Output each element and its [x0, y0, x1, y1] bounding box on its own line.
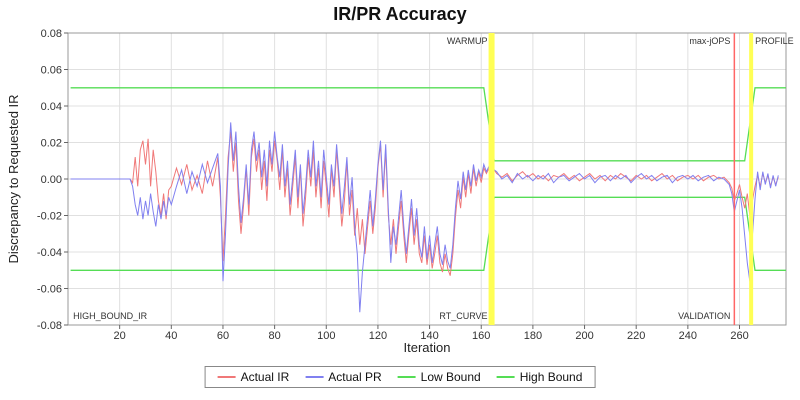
- x-tick-label: 60: [217, 330, 229, 342]
- series-actual-ir: [70, 131, 779, 276]
- y-tick-label: -0.06: [37, 284, 62, 296]
- x-tick-label: 40: [165, 330, 177, 342]
- legend-item-actual-ir: Actual IR: [217, 370, 290, 384]
- legend: Actual IR Actual PR Low Bound High Bound: [204, 366, 596, 388]
- x-tick-label: 140: [420, 330, 438, 342]
- series-high-bound: [70, 87, 786, 162]
- marker-label-warmup-top: WARMUP: [447, 36, 488, 46]
- series-low-bound: [70, 196, 786, 271]
- x-tick-label: 200: [575, 330, 593, 342]
- y-tick-label: 0.06: [41, 65, 62, 77]
- x-tick-label: 180: [524, 330, 542, 342]
- x-tick-label: 100: [317, 330, 335, 342]
- chart-title: IR/PR Accuracy: [333, 4, 467, 24]
- y-tick-label: 0.08: [41, 28, 62, 40]
- x-tick-label: 240: [679, 330, 697, 342]
- legend-swatch-high-bound: [496, 376, 515, 378]
- y-tick-label: -0.08: [37, 320, 62, 332]
- marker-label-validation-top: max-jOPS: [689, 36, 730, 46]
- x-tick-label: 260: [730, 330, 748, 342]
- legend-swatch-actual-pr: [305, 376, 324, 378]
- y-tick-label: 0.00: [41, 174, 62, 186]
- series-actual-pr: [70, 122, 779, 313]
- annotation-high_bound_ir: HIGH_BOUND_IR: [73, 311, 148, 321]
- legend-label-actual-pr: Actual PR: [328, 370, 382, 384]
- legend-item-actual-pr: Actual PR: [305, 370, 382, 384]
- x-tick-label: 120: [369, 330, 387, 342]
- y-tick-label: -0.04: [37, 247, 62, 259]
- x-axis-label: Iteration: [403, 340, 451, 355]
- marker-label-warmup-bottom: RT_CURVE: [439, 311, 487, 321]
- legend-label-low-bound: Low Bound: [420, 370, 481, 384]
- x-tick-label: 20: [114, 330, 126, 342]
- legend-swatch-low-bound: [397, 376, 416, 378]
- marker-label-validation-bottom: VALIDATION: [678, 311, 730, 321]
- x-tick-label: 160: [472, 330, 490, 342]
- legend-label-high-bound: High Bound: [519, 370, 583, 384]
- marker-label-profile-top: PROFILE: [755, 36, 794, 46]
- legend-label-actual-ir: Actual IR: [240, 370, 290, 384]
- y-tick-label: 0.02: [41, 138, 62, 150]
- x-tick-label: 80: [268, 330, 280, 342]
- legend-item-high-bound: High Bound: [496, 370, 583, 384]
- x-tick-label: 220: [627, 330, 645, 342]
- y-tick-label: -0.02: [37, 211, 62, 223]
- y-tick-label: 0.04: [41, 101, 62, 113]
- legend-item-low-bound: Low Bound: [397, 370, 481, 384]
- legend-swatch-actual-ir: [217, 376, 236, 378]
